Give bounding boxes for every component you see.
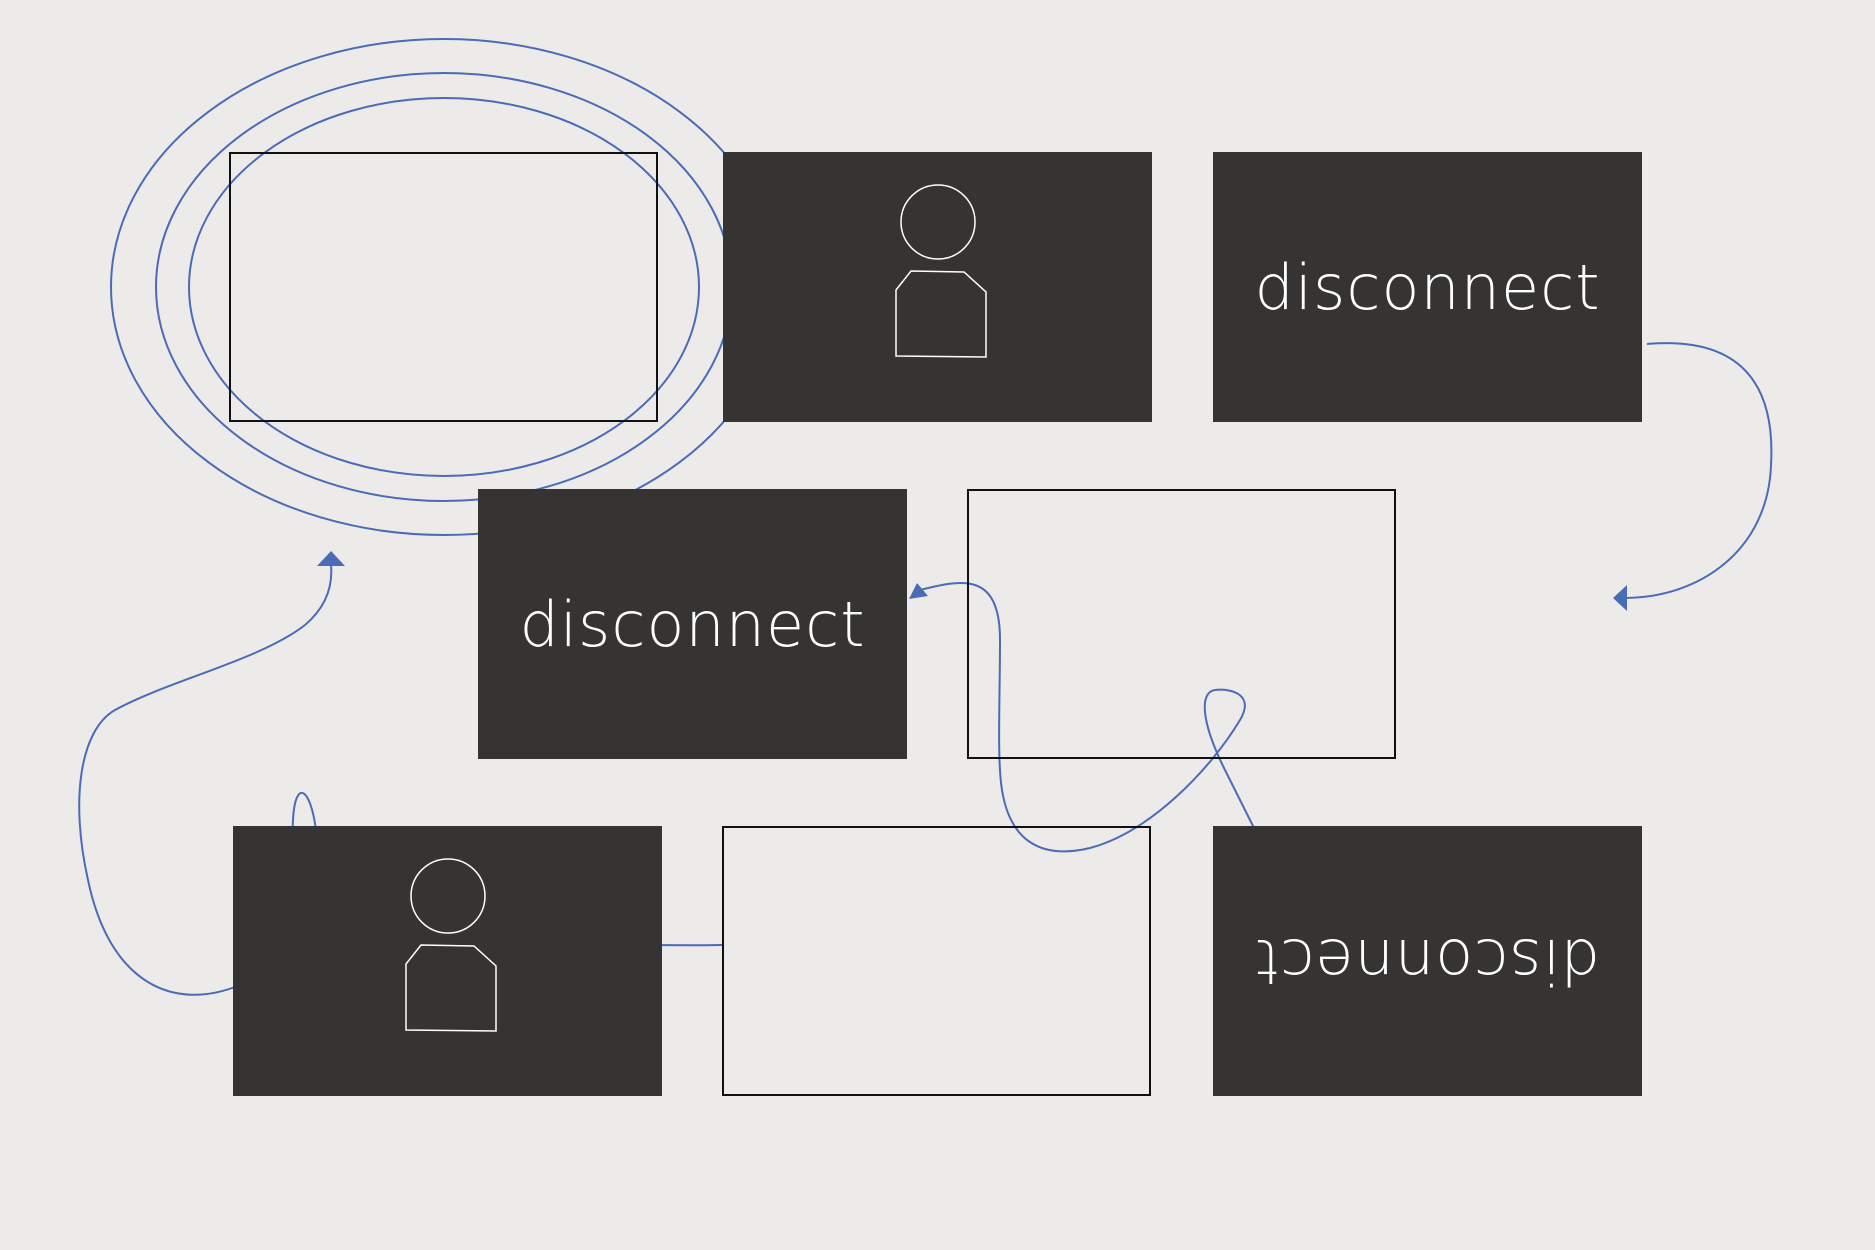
person-panel [723,152,1152,422]
connector-p3-right [1623,342,1773,599]
arrowhead-right-margin [1613,585,1627,611]
person-icon [404,858,497,1032]
empty-frame [229,152,658,422]
disconnect-panel-flipped: disconnect [1213,826,1642,1096]
disconnect-label: disconnect [1254,250,1601,324]
empty-frame [967,489,1396,759]
disconnect-label-flipped: disconnect [1254,924,1601,998]
connector-p5-to-p4 [919,582,1255,853]
disconnect-panel: disconnect [1213,152,1642,422]
arrowhead-p1 [317,551,345,566]
disconnect-label: disconnect [519,587,866,661]
empty-frame [722,826,1151,1096]
arrowhead-p4 [909,583,928,599]
focus-ring-inner [188,97,700,477]
person-panel [233,826,662,1096]
person-icon [894,184,987,358]
disconnect-panel: disconnect [478,489,907,759]
